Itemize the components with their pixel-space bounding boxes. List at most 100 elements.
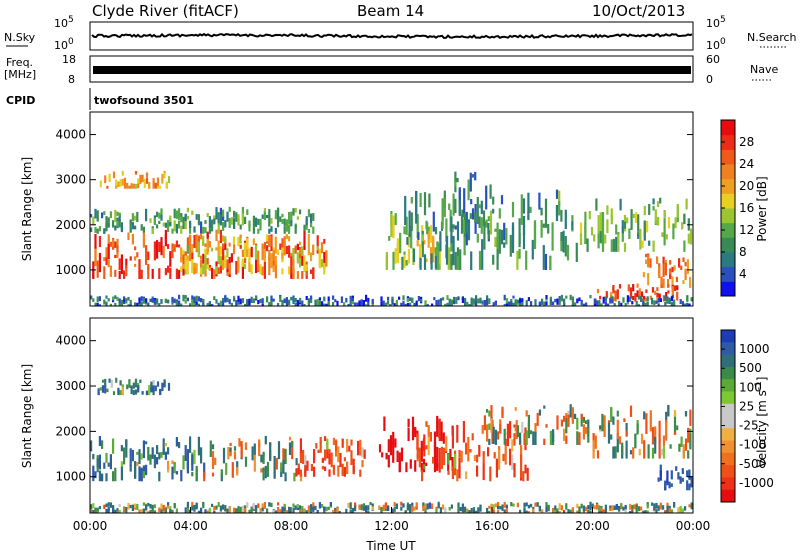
vel-cell [291,441,294,448]
power-cell [228,263,231,275]
power-cell [549,296,552,301]
power-cell [287,236,291,242]
power-cell [349,295,352,302]
power-cell [266,245,269,252]
vel-cell [195,504,198,509]
vel-cell [229,442,232,446]
power-cell [336,300,339,306]
vel-cell [318,502,321,509]
power-cell [224,220,227,228]
vel-cell [156,381,160,387]
vel-cell [134,461,137,479]
vel-cell [159,388,162,396]
power-cell [292,208,295,216]
power-cell [470,298,473,306]
vel-cell [398,460,401,473]
power-cell [412,248,416,262]
power-cell [159,185,162,189]
nave-top-tick: 60 [706,53,720,66]
vel-cell [451,457,454,471]
vel-cell [407,427,410,442]
vel-cell [257,503,260,509]
vel-cell [349,509,352,513]
vel-cell [604,504,607,509]
power-cell [303,230,306,250]
power-cell [171,296,174,303]
power-cell [571,221,574,230]
power-cell [120,299,123,306]
vel-cell [134,389,138,395]
power-cell [189,250,192,262]
power-cell [457,296,460,301]
power-cell [310,297,313,304]
power-cell [163,172,166,179]
vel-cell [222,504,225,510]
power-cell [230,302,233,306]
vel-cell [454,454,457,469]
vel-cell [140,453,143,460]
vel-cell [498,449,501,470]
power-cell [243,264,247,269]
vel-cell [567,414,570,427]
power-cell [292,296,295,303]
vel-colorbar-swatch [721,330,735,343]
power-cell [505,301,508,305]
vel-cell [662,435,666,446]
power-cell [239,234,242,238]
power-cell [298,249,302,255]
power-cell [327,301,330,306]
power-cell [406,237,409,245]
power-cell [164,222,167,228]
vel-cell [293,472,296,482]
power-cell [211,267,214,279]
power-cell [593,298,596,304]
vel-cell [640,433,644,444]
vel-cell [504,446,507,465]
power-cell [450,254,453,270]
power-cell [451,225,455,233]
power-cell [250,296,253,303]
vel-cell [343,466,346,477]
vel-cell [421,470,424,482]
power-cell [147,251,150,261]
power-cell [140,296,143,302]
power-cell [270,236,273,247]
power-cell [503,222,506,241]
vel-cell [98,454,101,470]
power-cell [487,230,490,240]
vel-cell [145,504,148,510]
vel-cell [371,503,374,507]
vel-cell [292,507,295,513]
power-cell [167,300,170,304]
power-cell [118,212,121,217]
vel-cell [120,445,123,452]
vel-cell [660,448,663,456]
vel-cell [647,444,650,459]
power-cell [182,216,185,229]
vel-cell [346,466,349,475]
power-cell [307,243,310,256]
power-cell [664,262,667,276]
vel-cell [427,430,430,456]
vel-cell [211,444,215,450]
vel-cell [244,508,247,513]
power-cell [127,304,130,306]
vel-cell [687,450,690,459]
vel-cell [158,452,161,460]
power-cell [307,298,310,303]
vel-cell [283,503,286,508]
power-cell [191,244,194,253]
vel-cell [688,483,691,491]
power-cell [186,245,189,254]
vel-cell [543,405,546,409]
power-cell [237,295,240,302]
vel-cell [359,439,362,456]
vel-cell [299,505,302,510]
power-cell [425,258,428,262]
power-cell [195,234,198,253]
power-cell [684,268,687,280]
vel-cell [607,422,611,444]
vel-cell [251,450,254,461]
vel-cell [631,510,634,513]
power-cell [519,300,522,306]
